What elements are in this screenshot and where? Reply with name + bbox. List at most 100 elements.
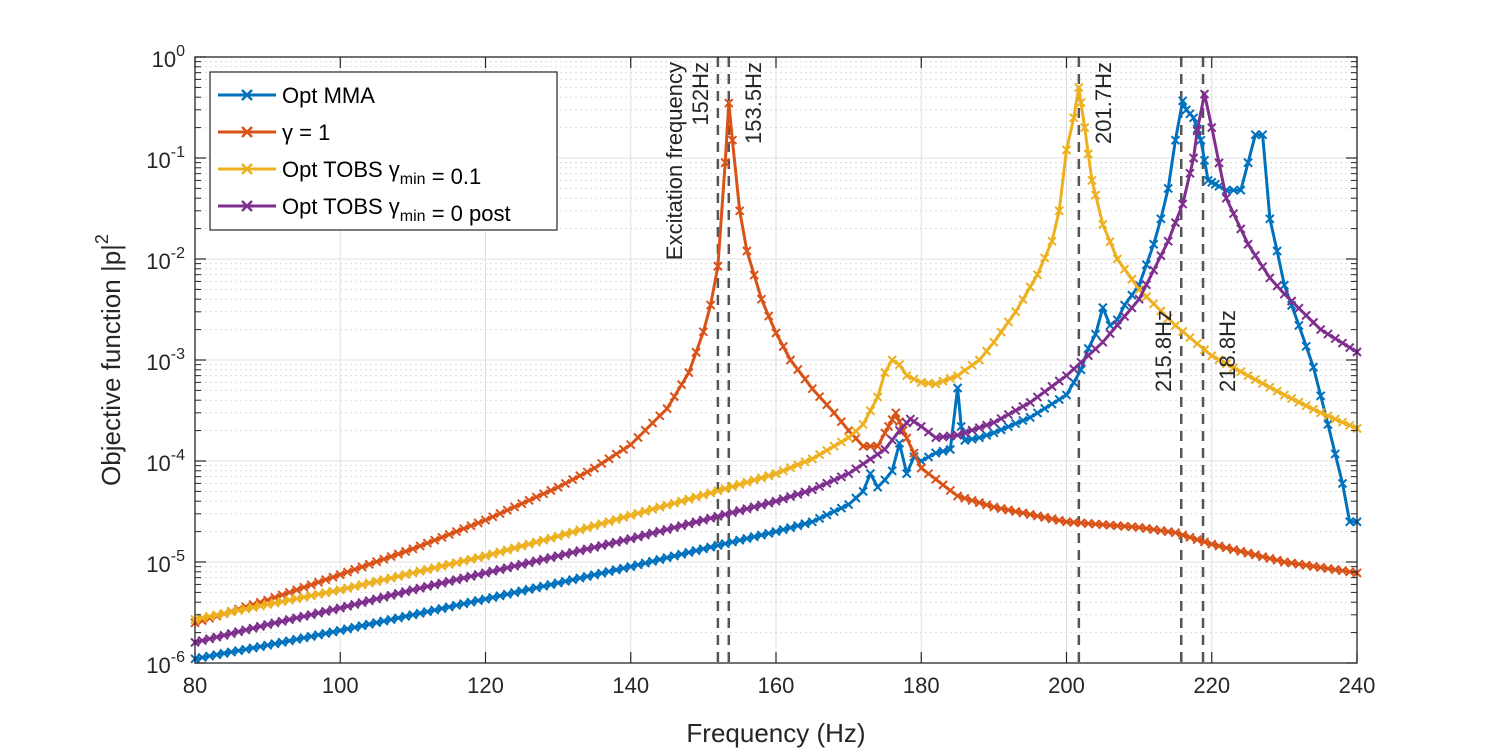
data-point — [872, 482, 883, 492]
data-point — [553, 551, 563, 561]
data-point — [945, 485, 956, 496]
data-point — [553, 482, 563, 492]
data-point — [872, 441, 883, 451]
y-tick-exponent: -2 — [171, 245, 185, 262]
data-point — [1265, 273, 1275, 283]
x-tick-label: 80 — [183, 673, 207, 698]
data-point — [865, 454, 876, 464]
data-point — [916, 463, 926, 473]
data-point — [1308, 362, 1319, 372]
data-point — [1192, 338, 1202, 349]
data-point — [560, 576, 571, 587]
data-point — [967, 360, 977, 370]
data-point — [800, 519, 810, 529]
data-point — [1018, 294, 1028, 305]
x-tick-label: 180 — [903, 673, 940, 698]
x-tick-label: 140 — [612, 673, 649, 698]
data-point — [676, 496, 687, 506]
data-point — [197, 652, 207, 663]
data-point — [1105, 328, 1115, 339]
data-point — [459, 599, 469, 609]
y-tick-exponent: -4 — [171, 447, 185, 464]
data-point — [1337, 566, 1348, 576]
data-point — [822, 478, 832, 488]
data-point — [669, 522, 680, 533]
data-point — [618, 444, 629, 455]
data-point — [1286, 393, 1297, 404]
data-point — [1330, 414, 1340, 424]
data-point — [1141, 279, 1152, 290]
data-point — [1250, 130, 1261, 140]
data-point — [1207, 539, 1217, 549]
data-point — [872, 449, 883, 460]
data-point — [509, 543, 520, 553]
data-point — [1177, 199, 1188, 209]
data-point — [814, 392, 825, 402]
data-point — [764, 471, 774, 481]
data-point — [698, 515, 709, 525]
data-point — [284, 614, 295, 625]
data-point — [415, 583, 425, 593]
vertical-marker-label: 201.7Hz — [1091, 62, 1116, 144]
data-point — [604, 566, 614, 577]
data-point — [299, 582, 309, 593]
data-point — [974, 355, 985, 365]
data-point — [1214, 158, 1224, 168]
data-point — [880, 428, 890, 438]
data-point — [829, 506, 839, 517]
data-point — [342, 624, 353, 634]
data-point — [1032, 511, 1043, 521]
data-point — [1257, 551, 1268, 562]
data-point — [1279, 557, 1290, 567]
data-point — [371, 557, 382, 567]
data-point — [981, 500, 992, 510]
data-point — [241, 625, 251, 635]
data-point — [1188, 113, 1199, 123]
legend-label: γ = 1 — [282, 120, 330, 145]
data-point — [1148, 239, 1159, 249]
data-point — [204, 651, 215, 661]
data-point — [1301, 341, 1311, 351]
data-point — [1061, 145, 1072, 155]
data-point — [517, 541, 527, 551]
x-tick-label: 100 — [322, 673, 359, 698]
data-point — [422, 606, 433, 617]
data-point — [756, 473, 767, 483]
data-point — [684, 367, 694, 378]
data-point — [1105, 237, 1115, 247]
data-point — [473, 552, 483, 563]
data-point — [724, 98, 734, 108]
data-point — [270, 639, 280, 649]
data-point — [386, 551, 396, 562]
data-point — [1054, 376, 1064, 386]
data-point — [1010, 418, 1021, 429]
axis-ticks: 80 100 120 140 160 180 200 220 24010-610-510-410… — [146, 43, 1375, 698]
data-point — [1079, 122, 1090, 133]
data-point — [299, 592, 309, 602]
data-point — [517, 586, 527, 596]
data-point — [742, 533, 752, 544]
data-point — [1040, 403, 1050, 414]
data-point — [676, 379, 687, 390]
data-point — [996, 503, 1006, 514]
data-point — [676, 520, 687, 531]
data-point — [291, 613, 302, 623]
y-axis-label: Objective function |p|2 — [92, 234, 126, 486]
data-point — [981, 430, 992, 440]
legend-label: Opt MMA — [282, 83, 375, 108]
data-point — [1250, 250, 1261, 261]
data-point — [865, 406, 876, 416]
legend: Opt MMA γ = 1 Opt TOBS γmin = 0.1 Opt TOBS … — [209, 71, 558, 231]
data-point — [756, 530, 767, 540]
data-point — [1163, 236, 1173, 246]
y-tick-label: 100 — [152, 43, 185, 72]
data-point — [851, 493, 861, 503]
data-point — [1345, 342, 1355, 353]
data-point — [764, 311, 774, 321]
data-point — [640, 425, 650, 435]
data-point — [415, 608, 425, 618]
data-point — [553, 531, 563, 541]
data-point — [1098, 302, 1108, 313]
data-point — [647, 528, 658, 538]
